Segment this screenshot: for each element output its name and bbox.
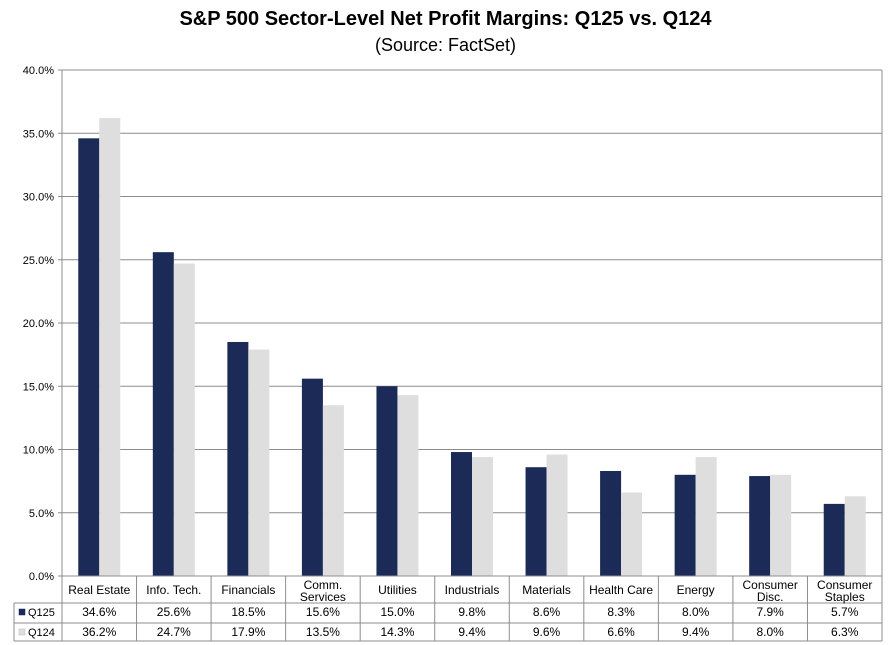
data-table-value: 24.7% [157,625,191,639]
data-table-value: 8.6% [533,605,561,619]
y-tick-label: 10.0% [23,445,54,457]
x-category-label-line: Consumer [817,578,872,592]
x-category-label-line: Consumer [743,578,798,592]
bar-q125 [525,467,547,576]
bar-q125 [674,474,696,576]
y-tick-label: 0.0% [29,571,54,583]
x-category-label: Energy [677,583,715,597]
data-table-value: 34.6% [82,605,116,619]
y-tick-label: 5.0% [29,508,54,520]
x-category-label: Consumer Staples [817,578,872,604]
x-category-label: Info. Tech. [146,583,201,597]
bar-q124 [844,496,866,576]
y-tick-label: 25.0% [23,255,54,267]
data-table-value: 13.5% [306,625,340,639]
y-tick-label: 40.0% [23,65,54,77]
data-table-value: 6.3% [831,625,859,639]
bar-q124 [248,349,270,576]
data-table-value: 5.7% [831,605,859,619]
bar-q125 [78,138,100,576]
legend-label: Q124 [28,627,55,639]
data-table-value: 8.0% [682,605,710,619]
bar-q124 [695,457,717,576]
bar-q124 [770,474,792,576]
bar-q124 [621,492,643,576]
chart-subtitle: (Source: FactSet) [374,35,517,55]
data-table-value: 15.6% [306,605,340,619]
data-table-value: 8.0% [757,625,785,639]
x-category-label: Financials [221,583,275,597]
data-table-value: 7.9% [757,605,785,619]
data-table-value: 17.9% [231,625,265,639]
bar-q124 [546,454,568,576]
legend-key-q124 [18,628,26,636]
bar-q125 [301,378,323,576]
bar-q125 [823,503,845,576]
x-category-label: Consumer Disc. [743,578,798,604]
data-table-value: 9.4% [458,625,486,639]
bar-q125 [227,341,249,576]
data-table-value: 18.5% [231,605,265,619]
x-category-label: Real Estate [68,583,130,597]
legend-key-q125 [18,608,26,616]
data-table-value: 9.8% [458,605,486,619]
bar-q124 [397,395,419,576]
bar-q124 [99,118,121,576]
bar-q125 [749,476,771,576]
data-table-value: 36.2% [82,625,116,639]
y-tick-label: 30.0% [23,192,54,204]
chart-title: S&P 500 Sector-Level Net Profit Margins:… [179,8,712,30]
x-category-label-line: Services [300,590,346,604]
data-table-value: 25.6% [157,605,191,619]
bar-q125 [152,252,174,576]
data-table-value: 9.6% [533,625,561,639]
x-category-label-line: Staples [825,590,865,604]
x-category-label: Industrials [445,583,500,597]
data-table-value: 15.0% [380,605,414,619]
x-category-label: Materials [522,583,571,597]
x-category-label: Utilities [378,583,417,597]
x-category-label: Comm. Services [300,578,346,604]
data-table-value: 8.3% [607,605,635,619]
bar-q125 [600,471,622,576]
y-tick-label: 35.0% [23,128,54,140]
y-tick-label: 15.0% [23,381,54,393]
data-table-value: 9.4% [682,625,710,639]
bar-q125 [376,386,398,576]
x-category-label-line: Disc. [757,590,784,604]
data-table-value: 6.6% [607,625,635,639]
x-category-label: Health Care [589,583,653,597]
bar-q124 [322,405,344,576]
legend-label: Q125 [28,607,55,619]
x-category-label-line: Comm. [304,578,343,592]
bar-q124 [173,263,195,576]
bar-q124 [472,457,493,576]
bar-q125 [451,452,472,576]
data-table-value: 14.3% [380,625,414,639]
y-tick-label: 20.0% [23,318,54,330]
